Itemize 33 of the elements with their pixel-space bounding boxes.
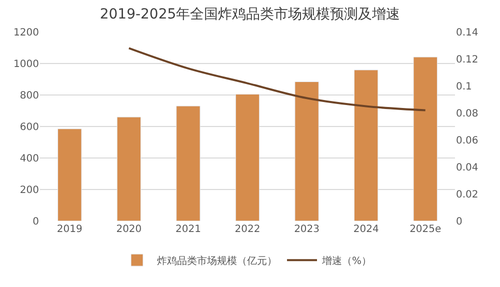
y-tick-label: 1200	[14, 28, 39, 38]
y2-tick-label: 0.04	[456, 162, 478, 174]
x-tick-label: 2025e	[410, 224, 442, 235]
y-tick-label: 800	[20, 90, 39, 102]
x-tick-label: 2019	[56, 224, 82, 235]
legend-label: 炸鸡品类市场规模（亿元）	[157, 254, 277, 267]
x-tick-label: 2021	[175, 224, 201, 235]
bar	[58, 128, 82, 221]
bar	[354, 70, 378, 221]
x-tick-label: 2024	[353, 224, 379, 235]
bar	[413, 56, 438, 221]
bar	[176, 106, 200, 221]
y2-tick-label: 0.1	[456, 82, 472, 92]
y2-tick-label: 0	[456, 216, 462, 228]
y-tick-label: 1000	[14, 59, 39, 70]
x-tick-label: 2020	[116, 224, 142, 235]
y2-tick-label: 0.14	[456, 28, 478, 38]
x-tick-label: 2023	[294, 224, 320, 235]
y2-tick-label: 0.02	[456, 190, 478, 200]
bar	[235, 94, 260, 221]
bar	[294, 82, 319, 221]
bar	[116, 116, 142, 221]
y2-tick-label: 0.08	[456, 108, 478, 120]
x-tick-label: 2022	[234, 224, 260, 235]
line-series	[128, 47, 426, 112]
y2-tick-label: 0.06	[456, 136, 478, 146]
y-tick-label: 200	[20, 185, 39, 196]
legend-label: 增速（%）	[321, 254, 372, 267]
y-tick-label: 400	[20, 154, 39, 164]
y-tick-label: 0	[32, 216, 39, 228]
y2-tick-label: 0.12	[456, 54, 478, 66]
chart-title: 2019-2025年全国炸鸡品类市场规模预测及增速	[100, 6, 400, 22]
y-tick-label: 600	[20, 122, 39, 133]
